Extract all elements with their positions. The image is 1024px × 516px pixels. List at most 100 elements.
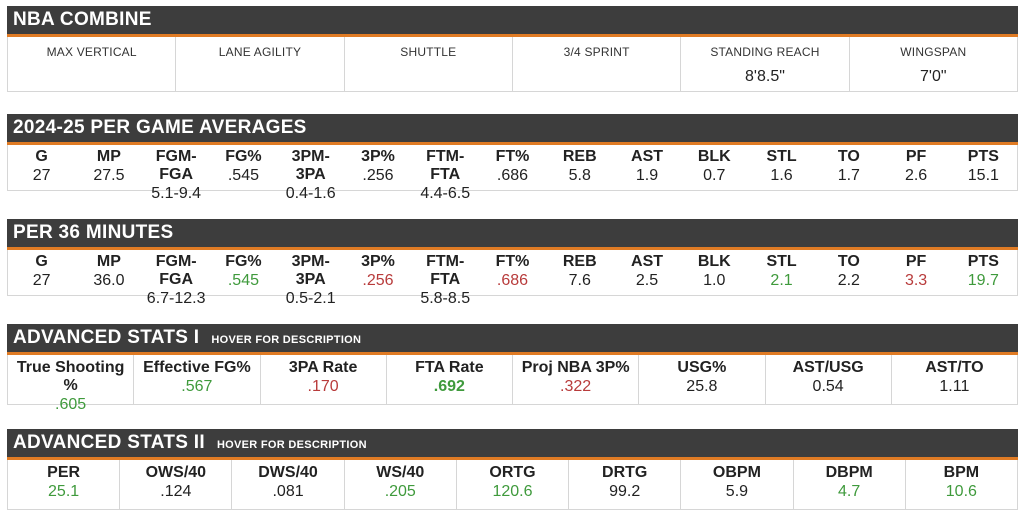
per-game-body: G 27 MP 27.5 FGM-FGA 5.1-9.4 FG% .545 3PM-3PA 0.4… [7, 145, 1018, 202]
stat-label: TO [837, 253, 860, 270]
per-game-stat-ast: AST 1.9 [613, 145, 680, 190]
per-game-stat-fgm-fga: FGM-FGA 5.1-9.4 [143, 145, 210, 202]
per-game-stat-mp: MP 27.5 [75, 145, 142, 190]
stat-label: DWS/40 [258, 464, 318, 481]
advanced2-stat-obpm[interactable]: OBPM 5.9 [681, 460, 794, 509]
stat-value: 1.7 [837, 167, 860, 184]
per36-title: PER 36 MINUTES [13, 222, 174, 243]
per-game-title: 2024-25 PER GAME AVERAGES [13, 117, 307, 138]
stat-label: FG% [225, 148, 262, 165]
per36-panel: PER 36 MINUTES G 27 MP 36.0 FGM-FGA 6.7-12.3 F… [7, 219, 1018, 307]
combine-stat-wingspan: WINGSPAN 7'0" [850, 37, 1017, 91]
advanced2-stat-ortg[interactable]: ORTG 120.6 [457, 460, 570, 509]
advanced2-panel: ADVANCED STATS II HOVER FOR DESCRIPTION … [7, 429, 1018, 510]
per-game-stat-to: TO 1.7 [815, 145, 882, 190]
advanced2-stat-dbpm[interactable]: DBPM 4.7 [794, 460, 906, 509]
stat-label: STL [766, 148, 797, 165]
stat-value: .686 [496, 272, 529, 289]
stat-value: .081 [272, 483, 304, 500]
stat-label: 3PA Rate [288, 359, 358, 376]
per36-stat-fg: FG% .545 [210, 250, 277, 295]
stat-label: True Shooting % [16, 359, 125, 394]
stat-value: 36.0 [93, 272, 125, 289]
combine-title: NBA COMBINE [13, 9, 152, 30]
stat-label: 3PM-3PA [291, 253, 330, 288]
stat-label: REB [562, 253, 597, 270]
advanced1-stat-effective-fg[interactable]: Effective FG% .567 [134, 355, 261, 404]
stat-label: 3P% [361, 148, 395, 165]
advanced1-stat-ast-usg[interactable]: AST/USG 0.54 [766, 355, 892, 404]
stat-label: 3PM-3PA [291, 148, 330, 183]
stat-label: PF [905, 148, 927, 165]
stat-value: .686 [496, 167, 529, 184]
per36-stat-to: TO 2.2 [815, 250, 882, 295]
stat-label: STL [766, 253, 797, 270]
per-game-stat-3pm-3pa: 3PM-3PA 0.4-1.6 [277, 145, 344, 202]
per-game-panel: 2024-25 PER GAME AVERAGES G 27 MP 27.5 FGM-F… [7, 114, 1018, 202]
stat-value: 27 [32, 167, 51, 184]
stat-label: PER [47, 464, 81, 481]
stat-label: FGM-FGA [155, 253, 197, 288]
per36-stat-mp: MP 36.0 [75, 250, 142, 295]
stat-label: Effective FG% [143, 359, 251, 376]
advanced2-stat-dws-40[interactable]: DWS/40 .081 [232, 460, 345, 509]
stat-value: 1.11 [939, 378, 970, 395]
stat-value: 2.6 [904, 167, 928, 184]
combine-stat-max-vertical: MAX VERTICAL [8, 37, 177, 91]
per-game-stat-reb: REB 5.8 [546, 145, 613, 190]
stat-value: 8'8.5" [745, 68, 785, 85]
stat-label: ORTG [489, 464, 536, 481]
per36-stat-ast: AST 2.5 [613, 250, 680, 295]
per-game-stat-blk: BLK 0.7 [681, 145, 748, 190]
advanced1-stat-3pa-rate[interactable]: 3PA Rate .170 [261, 355, 387, 404]
stat-value: 27.5 [93, 167, 125, 184]
stat-value: 0.7 [703, 167, 726, 184]
stat-label: OBPM [712, 464, 761, 481]
stat-value: 5.1-9.4 [151, 185, 202, 202]
stat-label: REB [562, 148, 597, 165]
combine-stat-shuttle: SHUTTLE [345, 37, 513, 91]
per-game-stat-ft: FT% .686 [479, 145, 546, 190]
stat-value: .256 [362, 167, 394, 184]
stat-label: DBPM [825, 464, 873, 481]
combine-header: NBA COMBINE [7, 6, 1018, 37]
stat-label: BLK [697, 253, 731, 270]
per-game-stat-ftm-fta: FTM-FTA 4.4-6.5 [412, 145, 479, 202]
stat-label: PTS [967, 253, 999, 270]
stat-label: FG% [225, 253, 262, 270]
stat-label: SHUTTLE [400, 45, 457, 59]
advanced1-stat-proj-nba-3p[interactable]: Proj NBA 3P% .322 [513, 355, 640, 404]
advanced2-stat-ws-40[interactable]: WS/40 .205 [345, 460, 457, 509]
advanced2-stat-bpm[interactable]: BPM 10.6 [906, 460, 1017, 509]
advanced2-stat-per[interactable]: PER 25.1 [8, 460, 121, 509]
advanced1-stat-ast-to[interactable]: AST/TO 1.11 [892, 355, 1017, 404]
per36-stat-pf: PF 3.3 [882, 250, 949, 295]
stat-value: .605 [55, 396, 87, 413]
stat-value: .124 [160, 483, 192, 500]
advanced1-stat-usg[interactable]: USG% 25.8 [639, 355, 766, 404]
stat-label: WINGSPAN [900, 45, 967, 59]
stat-value: .205 [384, 483, 416, 500]
per-game-stat-pf: PF 2.6 [882, 145, 949, 190]
stat-value: 15.1 [967, 167, 999, 184]
stat-value: 5.8 [568, 167, 591, 184]
stat-value: .256 [362, 272, 394, 289]
stat-value: 10.6 [945, 483, 977, 500]
stat-label: AST/TO [925, 359, 984, 376]
stat-value: 2.5 [635, 272, 659, 289]
stat-label: FT% [495, 148, 530, 165]
advanced2-stat-drtg[interactable]: DRTG 99.2 [569, 460, 682, 509]
advanced1-hover-hint[interactable]: HOVER FOR DESCRIPTION [211, 333, 362, 346]
advanced1-title: ADVANCED STATS I [13, 327, 200, 348]
stat-label: FTA Rate [415, 359, 484, 376]
stat-label: MP [96, 148, 121, 165]
advanced1-stat-fta-rate[interactable]: FTA Rate .692 [387, 355, 513, 404]
advanced1-stat-true-shooting[interactable]: True Shooting % .605 [8, 355, 135, 413]
stat-label: BPM [943, 464, 980, 481]
advanced2-stat-ows-40[interactable]: OWS/40 .124 [120, 460, 233, 509]
advanced2-hover-hint[interactable]: HOVER FOR DESCRIPTION [216, 438, 367, 451]
stat-value: 6.7-12.3 [146, 290, 206, 307]
stat-value: .170 [307, 378, 339, 395]
combine-stat-3-4-sprint: 3/4 SPRINT [513, 37, 682, 91]
stat-label: OWS/40 [145, 464, 207, 481]
